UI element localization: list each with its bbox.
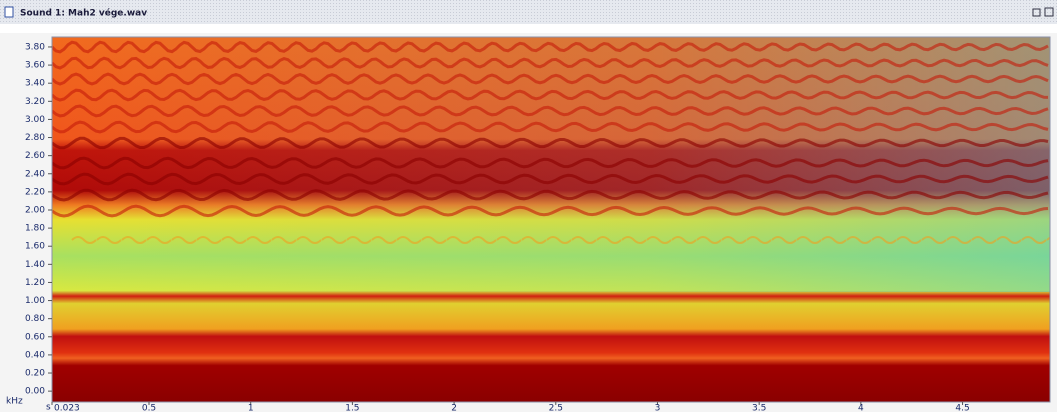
speckle <box>771 236 797 244</box>
speckle <box>821 236 847 244</box>
speckle <box>796 236 822 244</box>
speckle <box>521 236 547 244</box>
speckle <box>696 236 722 244</box>
speckle <box>1021 236 1047 244</box>
y-tick-label: 1.20 <box>25 278 45 288</box>
x-tick-label: 2 <box>451 404 457 412</box>
speckle <box>946 236 972 244</box>
top-margin <box>0 24 1057 33</box>
speckle <box>271 236 297 244</box>
speckle <box>721 236 747 244</box>
plot-frame <box>51 36 1051 403</box>
harmonic-texture <box>52 156 1049 170</box>
y-tick-label: 3.20 <box>25 97 45 107</box>
speckle <box>571 236 597 244</box>
speckle <box>871 236 897 244</box>
harmonic-texture <box>52 188 1049 202</box>
y-tick-label: 1.80 <box>25 224 45 234</box>
x-tick-label: 3 <box>655 404 661 412</box>
speckle <box>346 236 372 244</box>
x-tick-label: 4.5 <box>955 404 969 412</box>
x-tick-label: 1 <box>248 404 254 412</box>
y-tick-label: 3.40 <box>25 79 45 89</box>
x-tick-label: 0.5 <box>142 404 156 412</box>
harmonic-texture <box>52 88 1049 102</box>
window-icon <box>4 6 14 18</box>
x-tick-label: 2.5 <box>549 404 563 412</box>
speckle <box>196 236 222 244</box>
speckle <box>171 236 197 244</box>
y-tick-label: 0.20 <box>25 369 45 379</box>
y-tick-label: 2.40 <box>25 169 45 179</box>
x-tick-label: 4 <box>858 404 864 412</box>
speckle <box>546 236 572 244</box>
maximize-button[interactable] <box>1044 7 1054 17</box>
speckle <box>321 236 347 244</box>
minimize-button[interactable] <box>1032 8 1041 17</box>
speckle <box>421 236 447 244</box>
harmonic-texture <box>52 104 1049 118</box>
harmonic-texture <box>52 40 1049 54</box>
speckle <box>221 236 247 244</box>
y-tick-label: 2.60 <box>25 151 45 161</box>
speckle <box>246 236 272 244</box>
speckle <box>371 236 397 244</box>
y-tick-label: 3.00 <box>25 115 45 125</box>
harmonic-texture <box>52 120 1049 134</box>
speckle <box>71 236 97 244</box>
speckle <box>296 236 322 244</box>
x-tick-label: 0.023 <box>54 404 80 412</box>
speckle <box>621 236 647 244</box>
harmonic-texture <box>52 204 1049 218</box>
speckle <box>96 236 122 244</box>
y-tick-label: 0.60 <box>25 332 45 342</box>
speckle <box>446 236 472 244</box>
speckle <box>921 236 947 244</box>
harmonic-texture <box>52 172 1049 186</box>
speckle <box>496 236 522 244</box>
x-tick-label: 3.5 <box>752 404 766 412</box>
y-tick-label: 1.40 <box>25 260 45 270</box>
y-tick-label: 1.00 <box>25 296 45 306</box>
title-bar <box>0 0 1057 24</box>
window-title: Sound 1: Mah2 vége.wav <box>20 8 147 19</box>
y-tick-label: 2.20 <box>25 187 45 197</box>
speckle <box>846 236 872 244</box>
y-tick-label: 2.80 <box>25 133 45 143</box>
speckle <box>596 236 622 244</box>
spectrogram <box>52 37 1050 402</box>
y-tick-label: 0.80 <box>25 314 45 324</box>
x-tick-label: 1.5 <box>345 404 359 412</box>
speckle <box>996 236 1022 244</box>
speckle <box>671 236 697 244</box>
y-tick-label: 0.00 <box>25 387 45 397</box>
harmonic-texture <box>52 56 1049 70</box>
speckle <box>121 236 147 244</box>
harmonic-texture <box>52 72 1049 86</box>
speckle <box>146 236 172 244</box>
y-axis-label: kHz <box>6 397 23 407</box>
x-axis-label: s <box>46 403 51 412</box>
y-tick-label: 3.80 <box>25 42 45 52</box>
y-tick-label: 1.60 <box>25 242 45 252</box>
harmonic-texture <box>52 136 1049 150</box>
y-tick-label: 2.00 <box>25 205 45 215</box>
speckle <box>746 236 772 244</box>
speckle <box>646 236 672 244</box>
y-tick-label: 3.60 <box>25 61 45 71</box>
speckle <box>471 236 497 244</box>
speckle <box>896 236 922 244</box>
speckle <box>971 236 997 244</box>
y-tick-label: 0.40 <box>25 350 45 360</box>
speckle <box>396 236 422 244</box>
